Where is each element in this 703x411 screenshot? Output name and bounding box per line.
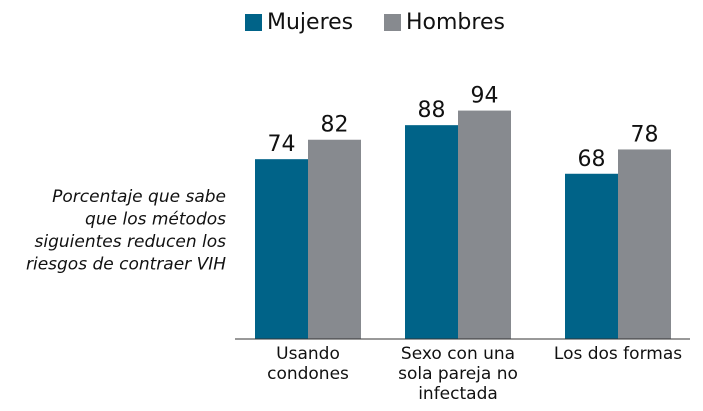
value-label: 78: [631, 122, 659, 147]
bar: [405, 125, 458, 339]
value-label: 82: [321, 113, 349, 138]
bar: [308, 139, 361, 339]
legend-label: Mujeres: [267, 10, 353, 35]
y-axis-label: riesgos de contraer VIH: [26, 255, 226, 275]
value-label: 74: [268, 132, 296, 157]
legend-swatch: [384, 14, 401, 31]
bar: [255, 159, 308, 339]
bar: [618, 149, 671, 339]
bar: [565, 173, 618, 339]
value-label: 68: [578, 147, 606, 172]
value-label: 94: [471, 84, 499, 109]
y-axis-label: que los métodos: [85, 210, 226, 230]
legend-label: Hombres: [406, 10, 505, 35]
y-axis-label: Porcentaje que sabe: [52, 187, 226, 207]
x-tick-label: Los dos formas: [553, 344, 683, 364]
x-tick-label: Usando condones: [267, 344, 349, 384]
x-tick-label: Sexo con una sola pareja no infectada: [398, 344, 518, 404]
bar: [458, 110, 511, 339]
y-axis-label: siguientes reducen los: [35, 232, 227, 252]
legend-swatch: [245, 14, 262, 31]
value-label: 88: [418, 98, 446, 123]
